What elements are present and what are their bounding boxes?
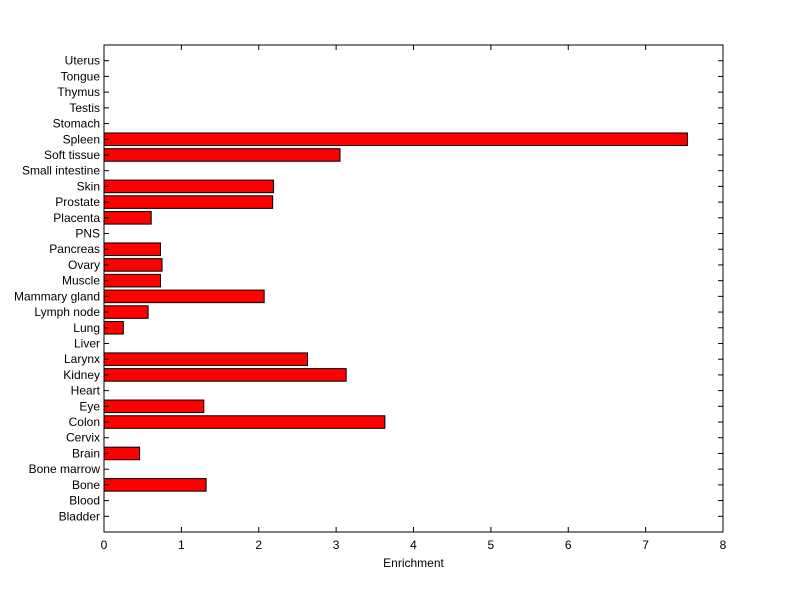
x-axis-label: Enrichment — [383, 556, 444, 570]
ticks-layer — [103, 45, 724, 532]
ytick-label-tongue: Tongue — [61, 69, 101, 83]
bars-layer — [103, 132, 688, 492]
bar-pancreas — [103, 242, 161, 257]
ytick-label-thymus: Thymus — [57, 85, 100, 99]
bar-soft-tissue — [103, 148, 341, 162]
xtick-label-7: 7 — [642, 538, 649, 552]
ytick-label-placenta: Placenta — [53, 211, 100, 225]
xtick-label-3: 3 — [333, 538, 340, 552]
xtick-label-0: 0 — [101, 538, 108, 552]
bar-placenta — [103, 211, 152, 225]
ytick-label-bone-marrow: Bone marrow — [29, 462, 101, 476]
ytick-label-small-intestine: Small intestine — [22, 164, 100, 178]
bar-muscle — [103, 273, 161, 288]
xtick-label-8: 8 — [720, 538, 727, 552]
ytick-label-blood: Blood — [69, 494, 100, 508]
ytick-label-larynx: Larynx — [64, 352, 100, 366]
ytick-label-soft-tissue: Soft tissue — [44, 148, 100, 162]
bar-skin — [103, 179, 274, 194]
ytick-label-bladder: Bladder — [59, 509, 100, 523]
bar-bone — [103, 478, 207, 492]
bar-lymph-node — [103, 305, 149, 319]
ytick-label-stomach: Stomach — [53, 117, 100, 131]
xtick-label-5: 5 — [488, 538, 495, 552]
ytick-label-heart: Heart — [71, 384, 101, 398]
bar-colon — [103, 415, 386, 429]
plot-frame — [103, 44, 724, 533]
bar-larynx — [103, 352, 308, 366]
bar-eye — [103, 399, 205, 414]
bar-brain — [103, 446, 141, 461]
ytick-label-colon: Colon — [69, 415, 100, 429]
ytick-label-uterus: Uterus — [65, 54, 100, 68]
ytick-label-ovary: Ovary — [68, 258, 100, 272]
ytick-label-brain: Brain — [72, 446, 100, 460]
ytick-label-muscle: Muscle — [62, 274, 100, 288]
bar-kidney — [103, 368, 347, 382]
bar-ovary — [103, 258, 163, 272]
ytick-label-kidney: Kidney — [63, 368, 100, 382]
ytick-label-prostate: Prostate — [55, 195, 100, 209]
ytick-label-pancreas: Pancreas — [49, 242, 100, 256]
xtick-label-4: 4 — [410, 538, 417, 552]
ytick-label-mammary-gland: Mammary gland — [14, 289, 100, 303]
bar-mammary-gland — [103, 289, 265, 304]
ytick-label-testis: Testis — [69, 101, 100, 115]
ytick-label-spleen: Spleen — [63, 132, 100, 146]
ytick-label-liver: Liver — [74, 336, 100, 350]
ytick-label-cervix: Cervix — [66, 431, 100, 445]
ytick-label-lymph-node: Lymph node — [34, 305, 100, 319]
xtick-label-6: 6 — [565, 538, 572, 552]
ytick-label-bone: Bone — [72, 478, 100, 492]
bar-spleen — [103, 132, 688, 147]
ytick-label-eye: Eye — [79, 399, 100, 413]
ytick-label-lung: Lung — [73, 321, 100, 335]
xtick-label-1: 1 — [178, 538, 185, 552]
bar-prostate — [103, 195, 274, 209]
ytick-label-pns: PNS — [75, 227, 100, 241]
ytick-label-skin: Skin — [77, 179, 100, 193]
xtick-label-2: 2 — [255, 538, 262, 552]
